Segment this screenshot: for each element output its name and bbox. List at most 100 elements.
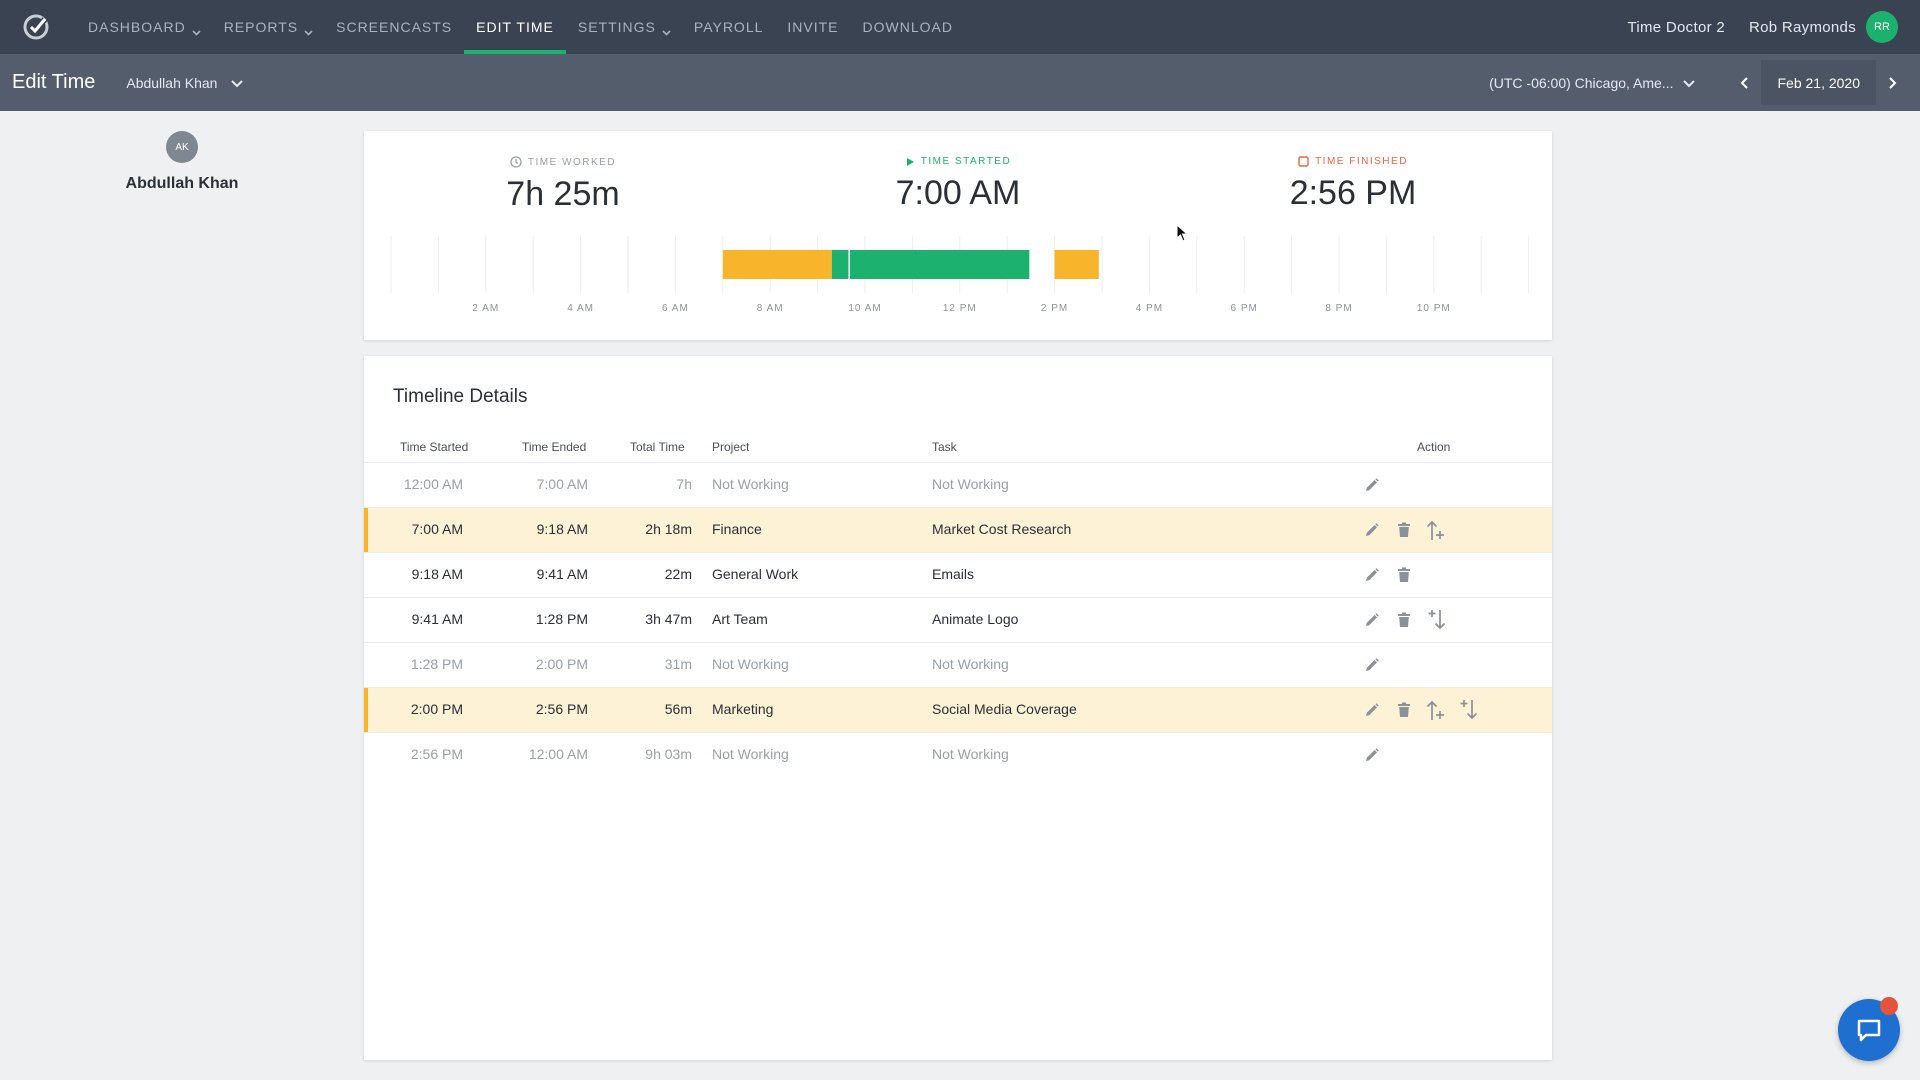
timeline-segment-tracked[interactable] [849, 250, 1030, 279]
timeline-segment-manual[interactable] [1054, 250, 1099, 279]
notification-badge [1880, 997, 1898, 1015]
time-ended-cell: 7:00 AM [536, 476, 588, 492]
total-time-cell: 2h 18m [645, 521, 692, 537]
table-row: 12:00 AM 7:00 AM 7h Not Working Not Working [364, 462, 1552, 507]
total-time-cell: 3h 47m [645, 611, 692, 627]
edit-button[interactable] [1356, 518, 1388, 542]
split-down-button[interactable] [1452, 698, 1484, 722]
edit-button[interactable] [1356, 743, 1388, 767]
delete-button[interactable] [1388, 608, 1420, 632]
tick-label: 6 PM [1231, 303, 1258, 314]
edit-button[interactable] [1356, 653, 1388, 677]
edit-pencil-icon [1366, 658, 1379, 671]
total-time-cell: 22m [664, 566, 692, 582]
delete-button[interactable] [1388, 563, 1420, 587]
chevron-down-icon [192, 23, 201, 36]
task-cell: Emails [932, 566, 975, 582]
timezone-selector[interactable]: (UTC -06:00) Chicago, Ame... [1489, 75, 1696, 91]
chevron-right-icon [1889, 76, 1897, 89]
chevron-down-icon [304, 23, 313, 36]
split-up-button[interactable] [1420, 518, 1452, 542]
nav-item-label: DOWNLOAD [862, 19, 953, 35]
tick-label: 4 PM [1136, 303, 1163, 314]
chevron-left-icon [1741, 76, 1749, 89]
time-finished-stat: TIME FINISHED 2:56 PM [1203, 156, 1503, 213]
task-cell: Not Working [932, 746, 1009, 762]
user-selector[interactable]: Abdullah Khan [126, 75, 244, 91]
nav-item-invite[interactable]: INVITE [775, 0, 850, 54]
delete-button[interactable] [1388, 518, 1420, 542]
edit-button[interactable] [1356, 608, 1388, 632]
time-ended-cell: 12:00 AM [528, 746, 588, 762]
edit-button[interactable] [1356, 698, 1388, 722]
company-name[interactable]: Time Doctor 2 [1627, 18, 1726, 36]
trash-icon [1398, 522, 1410, 537]
nav-item-payroll[interactable]: PAYROLL [682, 0, 776, 54]
tick-label: 8 PM [1325, 303, 1352, 314]
play-icon [905, 157, 915, 167]
app-logo-icon[interactable] [18, 9, 54, 45]
chevron-down-icon [1683, 75, 1696, 91]
split-up-icon [1426, 520, 1444, 540]
edit-pencil-icon [1366, 478, 1379, 491]
chat-icon [1857, 1019, 1881, 1042]
total-time-cell: 7h [676, 476, 692, 492]
nav-item-reports[interactable]: REPORTS [212, 0, 324, 54]
table-row: 7:00 AM 9:18 AM 2h 18m Finance Market Cost R… [364, 507, 1552, 552]
chevron-down-icon [662, 23, 671, 36]
task-cell: Not Working [932, 656, 1009, 672]
nav-item-edit-time[interactable]: EDIT TIME [464, 0, 566, 54]
nav-item-download[interactable]: DOWNLOAD [851, 0, 965, 54]
edit-button[interactable] [1356, 473, 1388, 497]
time-started-cell: 7:00 AM [411, 521, 463, 537]
chat-widget-button[interactable] [1838, 997, 1900, 1061]
previous-day-button[interactable] [1727, 60, 1761, 105]
tick-label: 10 PM [1417, 303, 1451, 314]
nav-item-label: PAYROLL [693, 19, 764, 35]
time-ended-cell: 2:56 PM [535, 701, 588, 717]
timeline-segment-tracked[interactable] [831, 250, 849, 279]
trash-icon [1398, 567, 1410, 582]
timeline-heading: Timeline Details [393, 386, 528, 407]
time-finished-label: TIME FINISHED [1315, 156, 1408, 167]
user-name[interactable]: Rob Raymonds [1749, 18, 1856, 36]
column-time-ended: Time Ended [522, 440, 587, 454]
nav-item-dashboard[interactable]: DASHBOARD [76, 0, 212, 54]
current-date[interactable]: Feb 21, 2020 [1761, 60, 1876, 105]
user-profile: AK Abdullah Khan [120, 131, 244, 193]
total-time-cell: 56m [664, 701, 692, 717]
edit-button[interactable] [1356, 563, 1388, 587]
time-started-cell: 2:00 PM [410, 701, 463, 717]
nav-item-label: REPORTS [223, 19, 299, 35]
split-down-icon [1460, 700, 1478, 720]
summary-card: TIME WORKED 7h 25m TIME STARTED 7:00 AM … [364, 131, 1552, 340]
page-title: Edit Time [12, 71, 96, 93]
timeline-details-card: Timeline Details Time Started Time Ended… [364, 356, 1552, 1060]
edit-pencil-icon [1366, 568, 1379, 581]
delete-button[interactable] [1388, 698, 1420, 722]
time-started-cell: 12:00 AM [403, 476, 463, 492]
split-down-button[interactable] [1420, 608, 1452, 632]
nav-item-settings[interactable]: SETTINGS [566, 0, 682, 54]
stop-icon [1298, 156, 1309, 167]
row-actions [1356, 563, 1420, 587]
edit-pencil-icon [1366, 523, 1379, 536]
time-worked-label: TIME WORKED [527, 156, 617, 168]
user-avatar[interactable]: RR [1866, 11, 1898, 43]
row-actions [1356, 653, 1388, 677]
split-up-button[interactable] [1420, 698, 1452, 722]
table-row: 2:56 PM 12:00 AM 9h 03m Not Working Not Work… [364, 732, 1552, 777]
next-day-button[interactable] [1876, 60, 1910, 105]
tick-label: 10 AM [848, 303, 881, 314]
time-finished-value: 2:56 PM [1289, 174, 1417, 212]
split-down-icon [1428, 610, 1446, 630]
timeline-segment-manual[interactable] [722, 250, 832, 279]
tick-label: 6 AM [662, 303, 689, 314]
time-started-label: TIME STARTED [920, 156, 1012, 167]
sub-header: Edit Time Abdullah Khan (UTC -06:00) Chi… [0, 54, 1920, 111]
chevron-down-icon [231, 75, 244, 91]
row-actions [1356, 743, 1388, 767]
time-started-cell: 9:18 AM [411, 566, 463, 582]
table-row: 9:18 AM 9:41 AM 22m General Work Emails [364, 552, 1552, 597]
nav-item-screencasts[interactable]: SCREENCASTS [324, 0, 464, 54]
